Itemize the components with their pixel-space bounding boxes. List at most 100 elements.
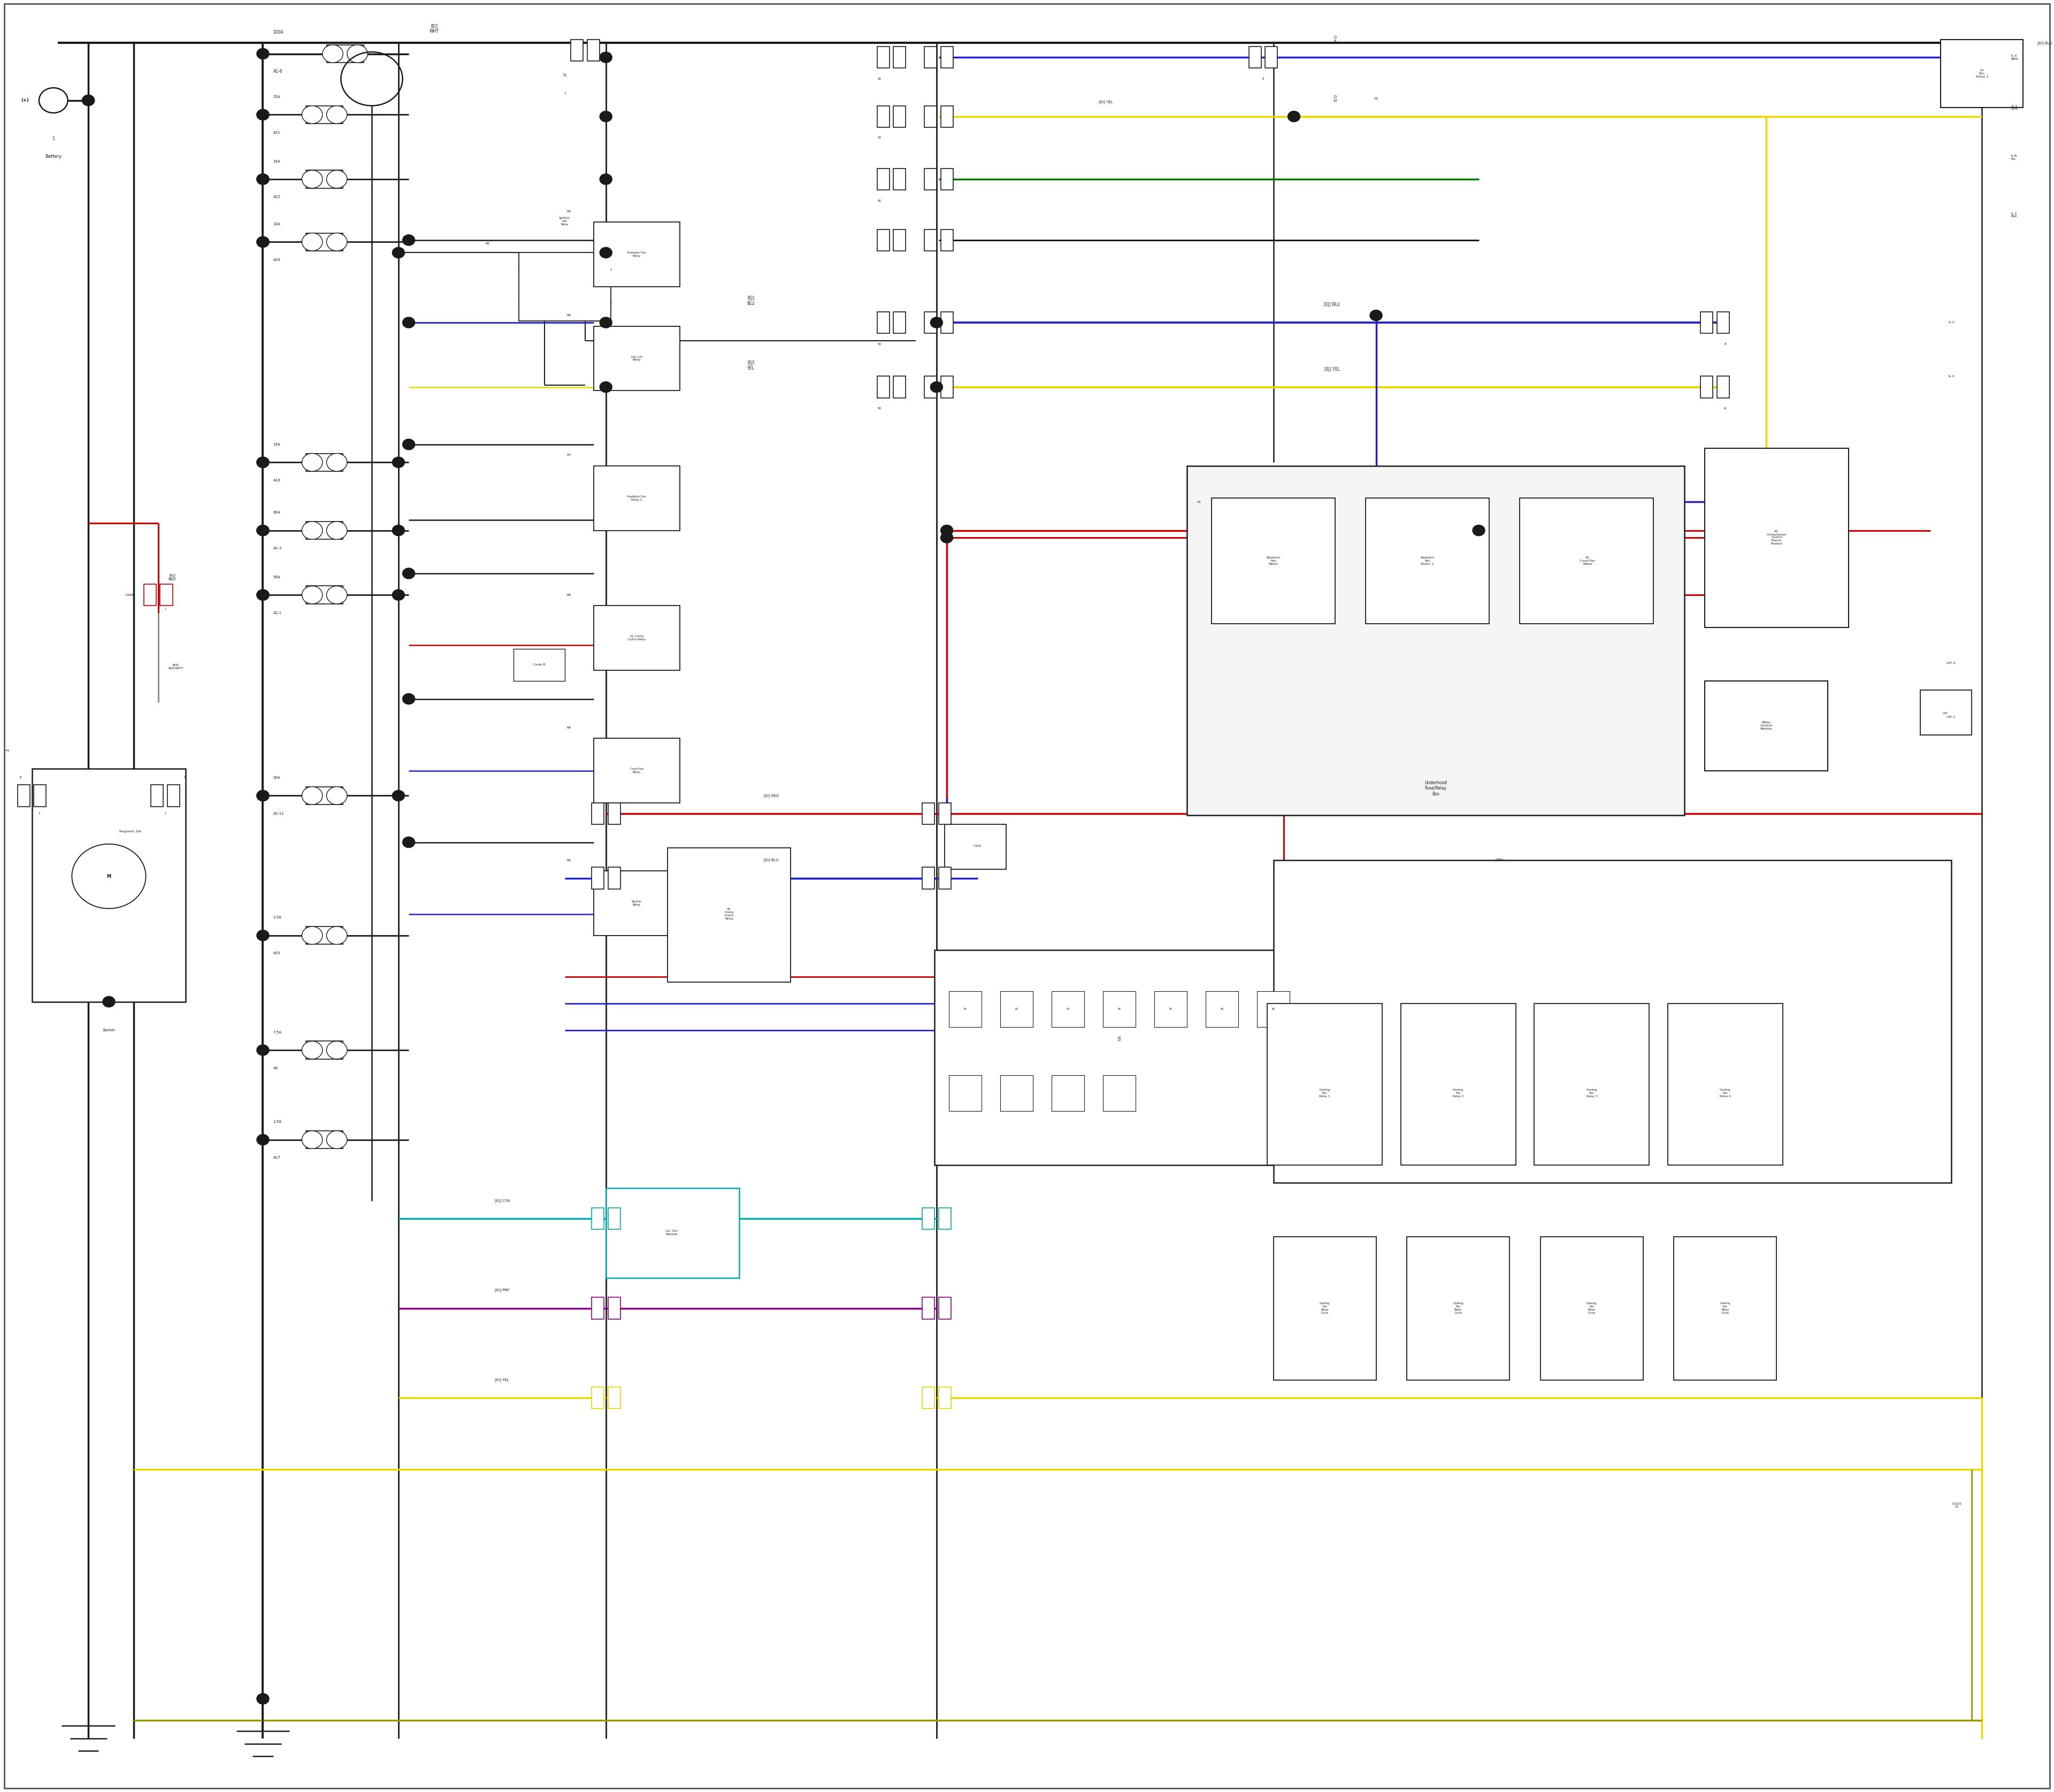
Bar xyxy=(166,785,179,806)
Text: 60A: 60A xyxy=(273,511,281,514)
Bar xyxy=(924,229,937,251)
Text: A29: A29 xyxy=(273,258,281,262)
Text: A1-6: A1-6 xyxy=(273,70,283,73)
Bar xyxy=(592,867,604,889)
Circle shape xyxy=(257,237,269,247)
Bar xyxy=(924,106,937,127)
Text: Fan C/O
Relay: Fan C/O Relay xyxy=(631,355,643,362)
Bar xyxy=(668,848,791,982)
Circle shape xyxy=(403,439,415,450)
Bar xyxy=(893,376,906,398)
Text: Underhood
Fuse/Relay
Box: Underhood Fuse/Relay Box xyxy=(1423,781,1446,796)
Circle shape xyxy=(392,590,405,600)
Text: Battery: Battery xyxy=(45,154,62,159)
Bar xyxy=(592,1297,604,1319)
Circle shape xyxy=(257,525,269,536)
Text: 59: 59 xyxy=(877,342,881,346)
Circle shape xyxy=(403,235,415,246)
Bar xyxy=(877,168,889,190)
Text: M9: M9 xyxy=(567,726,571,729)
Bar xyxy=(608,803,620,824)
Text: LAF-C: LAF-C xyxy=(1947,715,1955,719)
Bar xyxy=(893,168,906,190)
Bar xyxy=(877,376,889,398)
Circle shape xyxy=(82,95,94,106)
Circle shape xyxy=(347,45,368,63)
Bar xyxy=(594,222,680,287)
Circle shape xyxy=(403,568,415,579)
Bar xyxy=(877,312,889,333)
Circle shape xyxy=(1288,111,1300,122)
Text: M5: M5 xyxy=(567,210,571,213)
Text: [EI] BLU: [EI] BLU xyxy=(2038,41,2052,45)
Circle shape xyxy=(302,106,322,124)
Bar xyxy=(924,168,937,190)
Text: 10A: 10A xyxy=(273,222,281,226)
Text: AC
Compressor
Clutch
Therm
Protect: AC Compressor Clutch Therm Protect xyxy=(1766,530,1787,545)
Circle shape xyxy=(600,52,612,63)
Circle shape xyxy=(327,106,347,124)
Circle shape xyxy=(302,453,322,471)
Circle shape xyxy=(257,109,269,120)
Bar xyxy=(571,39,583,61)
Bar xyxy=(514,649,565,681)
Text: (+): (+) xyxy=(21,99,29,102)
Bar xyxy=(1701,376,1713,398)
Text: Cooling
Fan
Relay 4: Cooling Fan Relay 4 xyxy=(1719,1090,1732,1097)
Circle shape xyxy=(600,247,612,258)
Bar xyxy=(949,991,982,1027)
Bar xyxy=(941,106,953,127)
Bar xyxy=(306,453,343,471)
Text: LAF: LAF xyxy=(1943,711,1947,715)
Text: LS
Fan
Relay 1: LS Fan Relay 1 xyxy=(1976,70,1988,77)
Bar xyxy=(608,1387,620,1409)
Bar xyxy=(1668,1004,1783,1165)
Circle shape xyxy=(403,694,415,704)
Text: AC
Comp
Clutch
Relay: AC Comp Clutch Relay xyxy=(725,909,733,919)
Text: A2-1: A2-1 xyxy=(273,611,281,615)
Circle shape xyxy=(392,247,405,258)
Text: [EI]
WHT: [EI] WHT xyxy=(429,23,440,34)
Circle shape xyxy=(82,95,94,106)
Bar xyxy=(1273,860,1951,1183)
Bar xyxy=(592,1387,604,1409)
Text: AC Ctrl
Module: AC Ctrl Module xyxy=(665,1229,678,1236)
Text: [EE]
BLK/WHT: [EE] BLK/WHT xyxy=(168,663,183,670)
Circle shape xyxy=(327,521,347,539)
Bar xyxy=(1520,498,1653,624)
Text: Radiator
Fan
Motor: Radiator Fan Motor xyxy=(1265,557,1280,564)
Bar xyxy=(1273,1236,1376,1380)
Bar xyxy=(1249,47,1261,68)
Circle shape xyxy=(257,457,269,468)
Circle shape xyxy=(327,453,347,471)
Bar xyxy=(1154,991,1187,1027)
Bar xyxy=(1206,991,1239,1027)
Bar xyxy=(160,584,173,606)
Circle shape xyxy=(302,787,322,805)
Text: [EJ]
YEL: [EJ] YEL xyxy=(748,360,754,371)
Text: B1: B1 xyxy=(1271,1007,1276,1011)
Circle shape xyxy=(257,525,269,536)
Text: Cooling
Fan
Relay
Drive: Cooling Fan Relay Drive xyxy=(1319,1303,1329,1314)
Text: Magnetic SW: Magnetic SW xyxy=(119,830,142,833)
Circle shape xyxy=(600,111,612,122)
Bar xyxy=(939,1387,951,1409)
Bar xyxy=(1103,991,1136,1027)
Bar xyxy=(594,871,680,935)
Circle shape xyxy=(392,525,405,536)
Text: Code B: Code B xyxy=(534,663,544,667)
Text: Radiator Fan
Relay: Radiator Fan Relay xyxy=(626,251,645,258)
Text: IL-4: IL-4 xyxy=(1947,375,1953,378)
Bar xyxy=(877,47,889,68)
Text: C101: C101 xyxy=(974,844,982,848)
Text: Cooling
Fan
Relay 3: Cooling Fan Relay 3 xyxy=(1586,1090,1598,1097)
Circle shape xyxy=(941,525,953,536)
Circle shape xyxy=(327,586,347,604)
Text: A22: A22 xyxy=(273,195,281,199)
Bar xyxy=(922,1208,935,1229)
Circle shape xyxy=(941,532,953,543)
Bar xyxy=(608,1208,620,1229)
Bar xyxy=(1407,1236,1510,1380)
Text: P1: P1 xyxy=(963,1007,967,1011)
Text: AC
Cond Fan
Motor: AC Cond Fan Motor xyxy=(1580,557,1596,564)
